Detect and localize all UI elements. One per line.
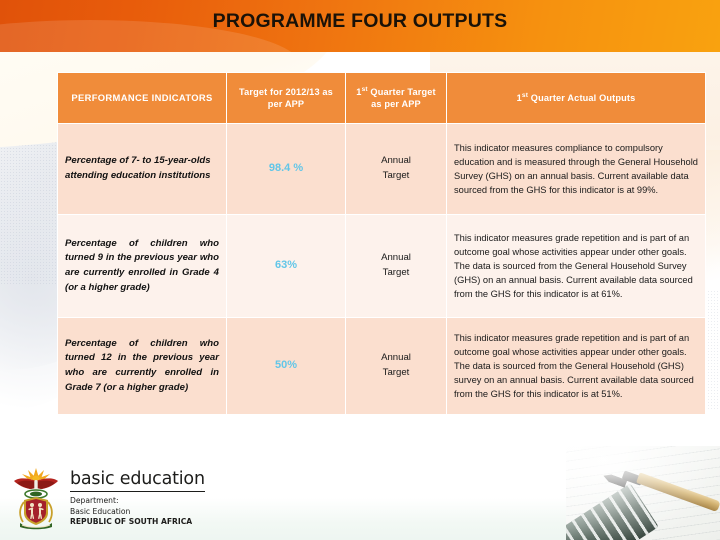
quarter-target-value-line2: Target (382, 367, 410, 378)
fountain-pen-on-notebook-photo (566, 446, 720, 540)
column-header-target-app: Target for 2012/13 as per APP (227, 73, 345, 123)
cell-performance-indicator: Percentage of children who turned 12 in … (58, 318, 226, 414)
actual-outputs-ordinal: st (521, 91, 529, 99)
column-header-quarter-target: 1st Quarter Target as per APP (346, 73, 446, 123)
table-row: Percentage of children who turned 9 in t… (58, 215, 705, 317)
quarter-target-value-line1: Annual (381, 352, 411, 364)
column-header-target-app-line1: Target for 2012/13 as (239, 86, 333, 97)
cell-quarter-target: Annual Target (346, 318, 446, 414)
quarter-target-ordinal: st (361, 85, 368, 93)
column-header-performance-indicators: PERFORMANCE INDICATORS (58, 73, 226, 123)
cell-performance-indicator: Percentage of children who turned 9 in t… (58, 215, 226, 317)
column-header-target-app-line2: per APP (267, 99, 305, 109)
logo-line-republic: REPUBLIC OF SOUTH AFRICA (70, 516, 193, 526)
table-header-row: PERFORMANCE INDICATORS Target for 2012/1… (58, 73, 705, 123)
page-title: PROGRAMME FOUR OUTPUTS (212, 10, 508, 32)
title-banner: PROGRAMME FOUR OUTPUTS (0, 0, 720, 52)
department-logo: basic education Department: Basic Educat… (10, 464, 205, 530)
table-body: Percentage of 7- to 15-year-olds attendi… (58, 124, 705, 414)
logo-wordmark: basic education (70, 470, 205, 493)
actual-outputs-number: 1 (516, 92, 522, 103)
quarter-target-number: 1 (356, 86, 362, 97)
cell-performance-indicator: Percentage of 7- to 15-year-olds attendi… (58, 124, 226, 214)
table-row: Percentage of 7- to 15-year-olds attendi… (58, 124, 705, 214)
logo-department-lines: Department: Basic Education REPUBLIC OF … (70, 496, 205, 527)
column-header-actual-outputs: 1st Quarter Actual Outputs (447, 73, 705, 123)
cell-target-app: 50% (227, 318, 345, 414)
quarter-target-value-line1: Annual (381, 155, 411, 167)
quarter-target-value-line2: Target (382, 170, 410, 181)
cell-actual-output: This indicator measures grade repetition… (447, 318, 705, 414)
logo-line-department: Department: (70, 496, 119, 506)
logo-line-basic-education: Basic Education (70, 506, 131, 516)
cell-target-app: 98.4 % (227, 124, 345, 214)
actual-outputs-text: Quarter Actual Outputs (528, 92, 636, 103)
photo-highlight-overlay (566, 446, 720, 540)
quarter-target-value-line2: Target (382, 267, 410, 278)
cell-actual-output: This indicator measures compliance to co… (447, 124, 705, 214)
outputs-table-container: PERFORMANCE INDICATORS Target for 2012/1… (57, 72, 706, 415)
logo-text-block: basic education Department: Basic Educat… (70, 467, 205, 528)
south-african-coat-of-arms-icon (14, 468, 58, 530)
table-row: Percentage of children who turned 12 in … (58, 318, 705, 414)
cell-quarter-target: Annual Target (346, 215, 446, 317)
quarter-target-line2: as per APP (371, 99, 421, 110)
quarter-target-value-line1: Annual (381, 252, 411, 264)
cell-actual-output: This indicator measures grade repetition… (447, 215, 705, 317)
quarter-target-text: Quarter Target (367, 86, 436, 97)
cell-target-app: 63% (227, 215, 345, 317)
outputs-table: PERFORMANCE INDICATORS Target for 2012/1… (57, 72, 706, 415)
cell-quarter-target: Annual Target (346, 124, 446, 214)
table-header: PERFORMANCE INDICATORS Target for 2012/1… (58, 73, 705, 123)
